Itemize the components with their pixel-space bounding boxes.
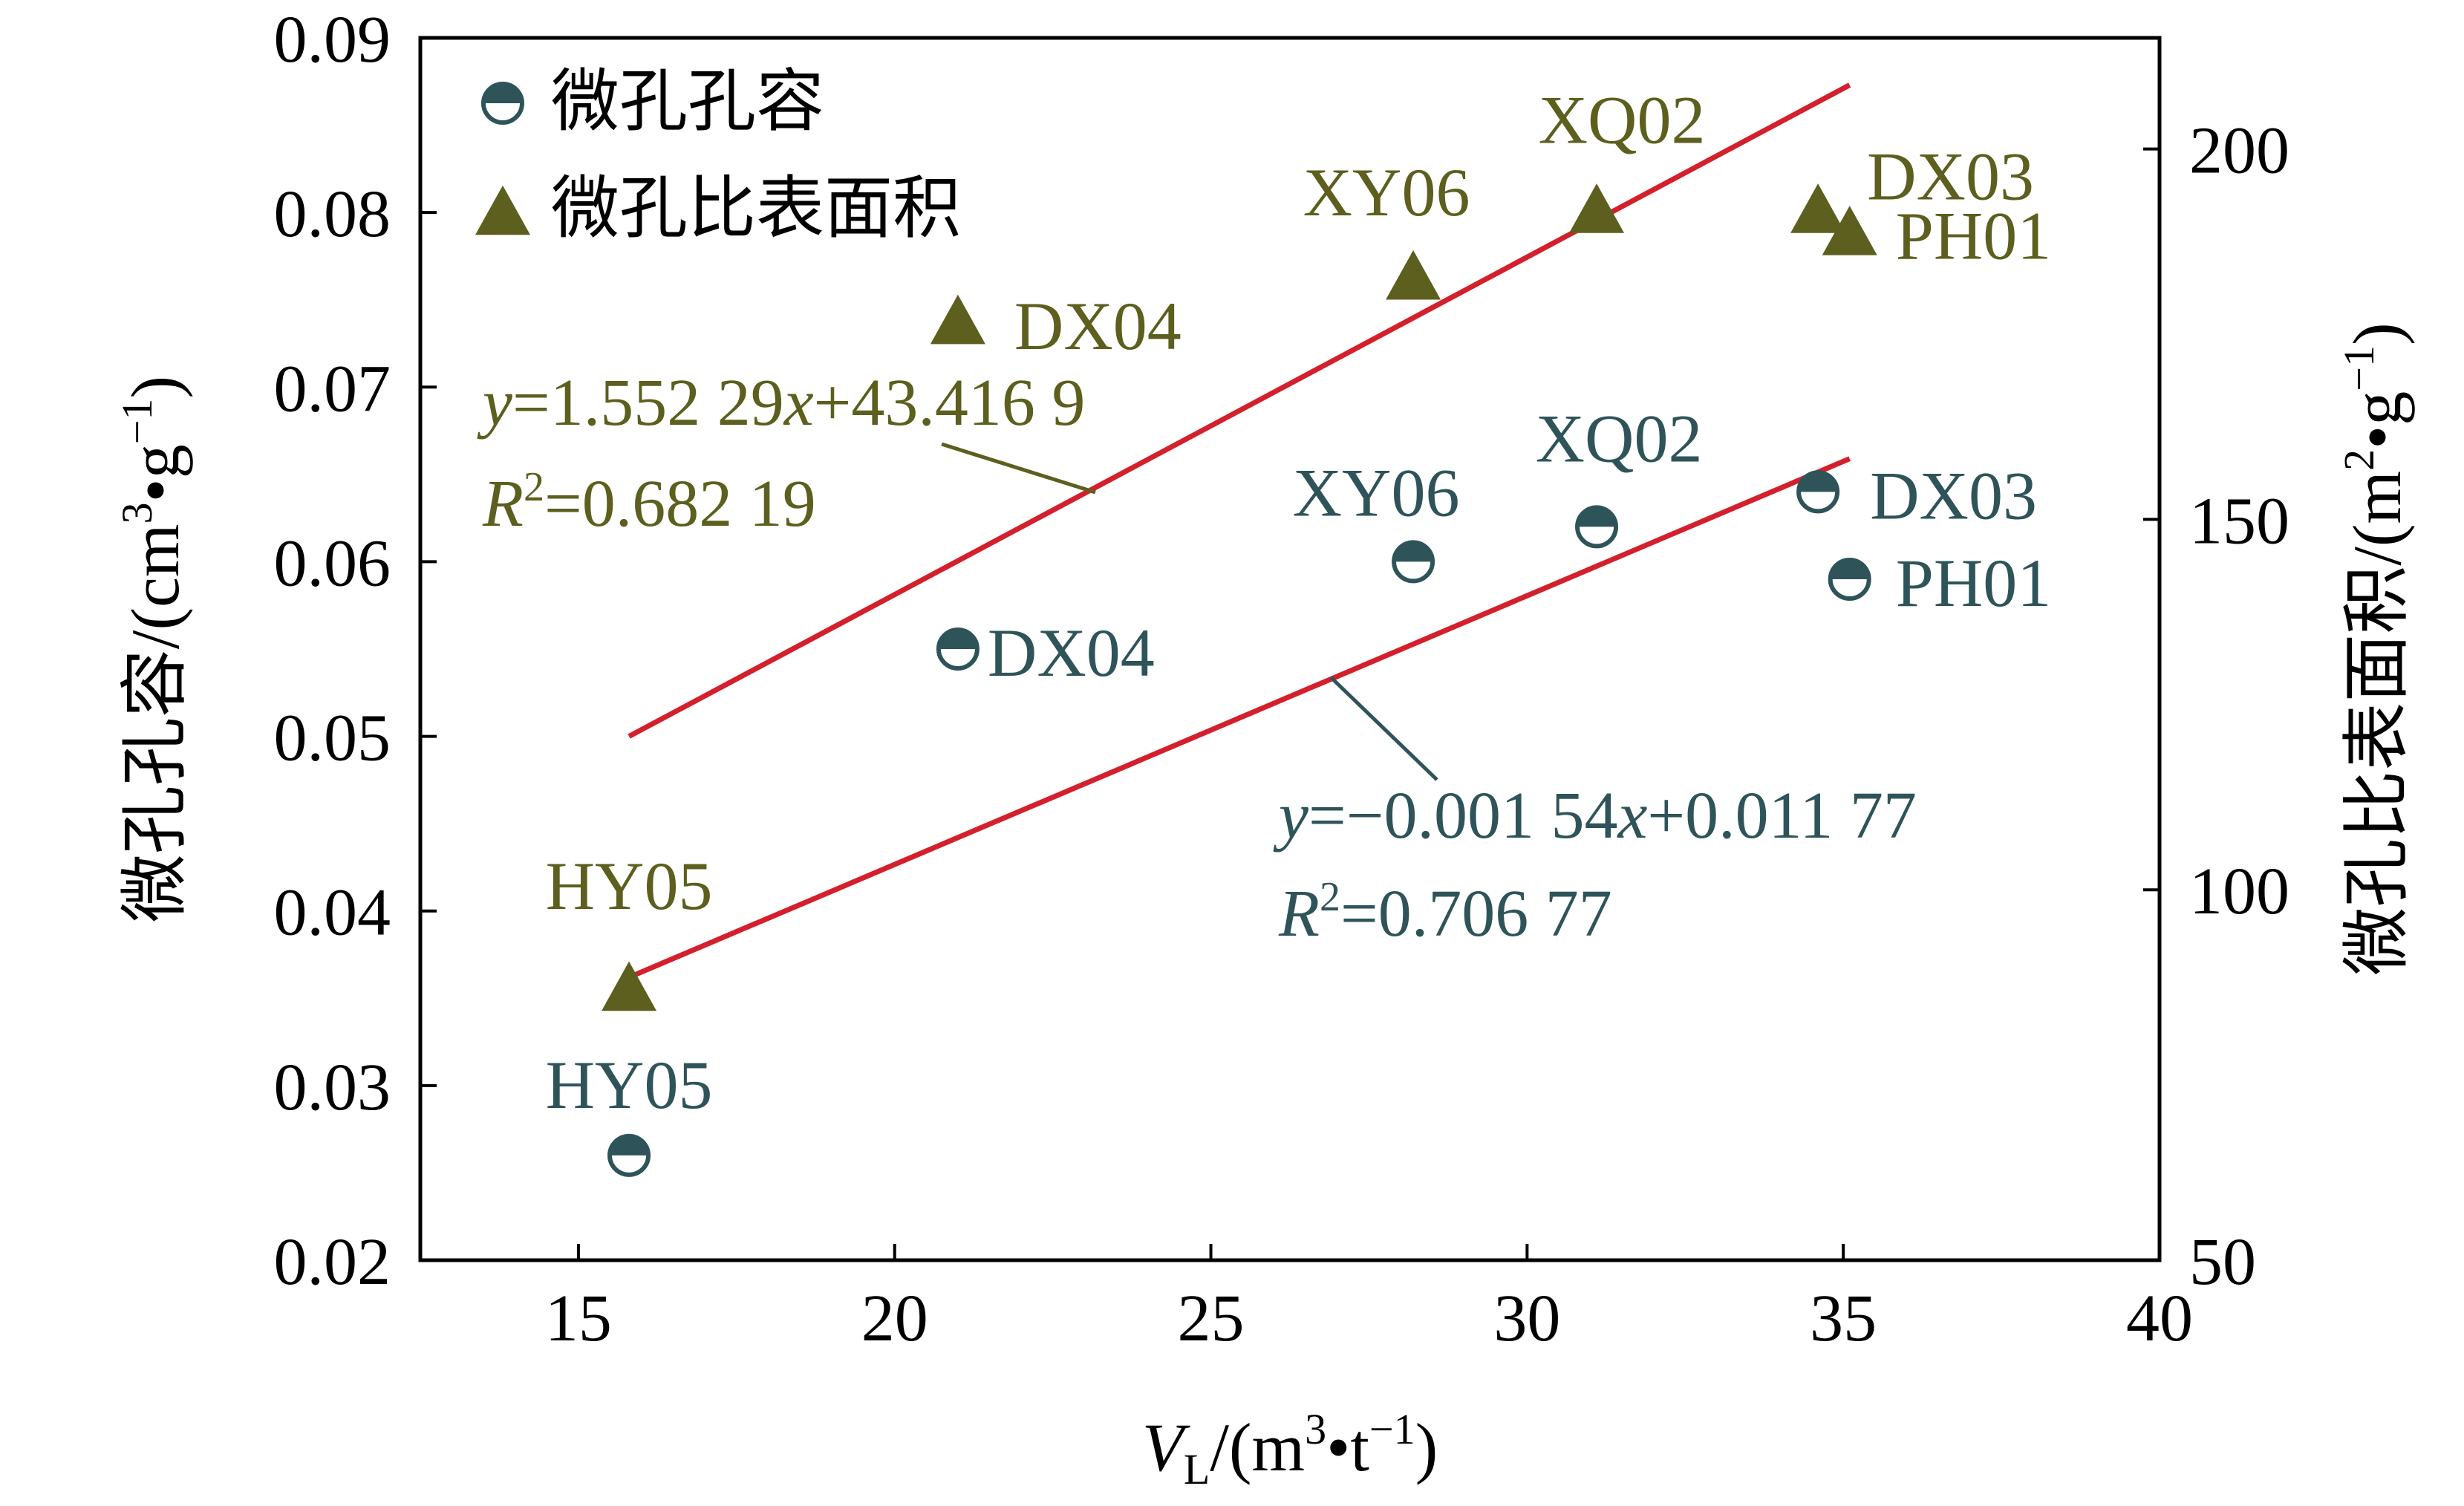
svg-text:y=−0.001 54x+0.011 77: y=−0.001 54x+0.011 77 [1273,779,1917,853]
eq-leader-area [941,442,1096,495]
r2-value: =0.706 77 [1340,877,1612,951]
y-right-tick-label: 200 [2189,114,2289,188]
x-tick-label: 15 [545,1282,612,1355]
fit-equation-volume: y=−0.001 54x+0.011 77 R2=0.706 77 [1273,779,1917,951]
point-label-volume: DX03 [1870,457,2037,533]
y-right-tick-label: 150 [2189,484,2289,558]
x-tick-label: 20 [861,1282,928,1355]
legend: 微孔孔容 微孔比表面积 [475,64,961,247]
point-volume-xq02 [1575,505,1619,549]
y-right-tick-label: 100 [2189,855,2289,928]
y-axis-right-label: 微孔比表面积/(m2•g−1) [2335,322,2415,975]
legend-label-area: 微孔比表面积 [551,171,961,247]
point-label-area: PH01 [1896,198,2052,273]
point-area-xq02 [1569,183,1625,233]
eq-slope: =−0.001 54 [1308,779,1618,853]
plot-frame [418,36,2162,1262]
point-area-hy05 [602,961,657,1011]
svg-text:R2=0.706 77: R2=0.706 77 [1278,874,1612,951]
y-left-tick-label: 0.07 [274,352,391,426]
x-tick-label: 40 [2126,1282,2193,1355]
y-left-tick-label: 0.05 [274,702,391,775]
y-left-tick-label: 0.02 [274,1225,391,1299]
eq-x-var: x [1616,779,1647,853]
point-volume-hy05 [607,1133,651,1177]
point-volume-xy06 [1392,540,1435,584]
eq-y-var: y [1273,779,1308,853]
svg-text:y=1.552 29x+43.416 9: y=1.552 29x+43.416 9 [477,366,1085,440]
x-tick-label: 35 [1810,1282,1877,1355]
r2-symbol: R [482,467,524,541]
point-label-volume: XQ02 [1536,400,1703,476]
y-left-tick-label: 0.04 [274,876,391,950]
eq-x-var: x [783,366,814,440]
marker-fill [1394,542,1433,562]
point-label-volume: HY05 [546,1047,713,1123]
fit-equation-area: y=1.552 29x+43.416 9 R2=0.682 19 [477,366,1085,541]
point-label-area: DX04 [1014,288,1182,364]
y-axis-left-label: 微孔孔容/(cm3•g−1) [113,376,193,922]
marker-fill [610,1135,649,1155]
y-left-tick-label: 0.09 [274,3,391,76]
point-area-dx04 [930,294,985,345]
y-right-tick-label: 50 [2189,1225,2256,1299]
eq-y-var: y [477,366,512,440]
eq-leader-volume [1329,676,1438,781]
point-area-dx03 [1790,183,1846,233]
svg-text:R2=0.682 19: R2=0.682 19 [482,464,816,541]
point-label-volume: DX04 [988,615,1155,691]
y-left-tick-label: 0.03 [274,1051,391,1124]
eq-intercept: +43.416 9 [814,366,1086,440]
point-area-ph01 [1822,206,1877,255]
marker-fill [1830,559,1869,579]
x-axis-label: VL/(m3•t−1) [1142,1405,1438,1493]
point-label-area: XQ02 [1539,82,1706,157]
point-label-volume: PH01 [1896,545,2052,621]
point-area-xy06 [1386,250,1441,300]
point-label-area: DX03 [1867,138,2034,214]
marker-fill [483,84,522,103]
fit-line [628,456,1851,980]
legend-marker-area [475,185,530,235]
point-label-volume: XY06 [1293,454,1460,530]
marker-fill [1577,507,1617,527]
point-label-area: XY06 [1303,154,1470,230]
point-volume-dx03 [1796,470,1840,514]
legend-marker-volume [481,82,524,125]
point-volume-dx04 [936,628,980,671]
r2-value: =0.682 19 [544,467,816,541]
point-volume-ph01 [1828,557,1871,601]
marker-fill [1799,472,1838,492]
r2-sup: 2 [524,464,544,510]
r2-symbol: R [1278,877,1320,951]
y-left-tick-label: 0.06 [274,527,391,600]
marker-fill [938,630,977,649]
eq-slope: =1.552 29 [512,366,784,440]
r2-sup: 2 [1320,874,1340,920]
legend-label-volume: 微孔孔容 [551,64,824,140]
y-left-tick-label: 0.08 [274,177,391,251]
x-tick-label: 25 [1178,1282,1245,1355]
fit-line [628,82,1851,739]
x-tick-label: 30 [1493,1282,1560,1355]
point-label-area: HY05 [546,848,713,924]
eq-intercept: +0.011 77 [1647,779,1916,853]
